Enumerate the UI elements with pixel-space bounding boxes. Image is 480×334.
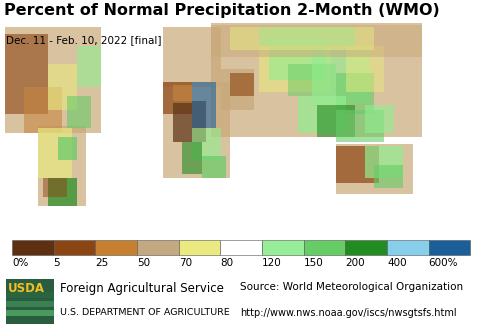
Bar [96, 240, 137, 255]
Text: 80: 80 [220, 258, 233, 268]
Text: Percent of Normal Precipitation 2-Month (WMO): Percent of Normal Precipitation 2-Month … [4, 3, 440, 18]
Bar [336, 144, 413, 194]
Bar [24, 87, 62, 133]
Bar [346, 240, 387, 255]
Bar [298, 96, 346, 133]
Bar [220, 240, 262, 255]
Text: 50: 50 [137, 258, 150, 268]
Bar [346, 46, 384, 92]
Bar [317, 105, 355, 137]
Bar [202, 156, 226, 178]
Text: 120: 120 [262, 258, 282, 268]
Bar [336, 73, 374, 114]
Bar [12, 240, 54, 255]
Text: http://www.nws.noaa.gov/iscs/nwsgtsfs.html: http://www.nws.noaa.gov/iscs/nwsgtsfs.ht… [240, 308, 456, 318]
Bar [67, 96, 91, 128]
Bar [179, 240, 220, 255]
Bar [48, 178, 77, 206]
Bar [304, 240, 346, 255]
Text: 600%: 600% [429, 258, 458, 268]
Bar [365, 146, 403, 178]
Bar [429, 240, 470, 255]
Bar [211, 25, 422, 57]
Bar [5, 27, 101, 133]
Bar [336, 146, 379, 183]
Text: 150: 150 [304, 258, 324, 268]
Bar [77, 46, 101, 87]
Bar [182, 142, 202, 174]
Bar [387, 240, 429, 255]
Bar [336, 110, 384, 142]
Bar [163, 82, 192, 114]
Bar [38, 126, 86, 206]
Bar [230, 73, 254, 96]
Text: 25: 25 [96, 258, 108, 268]
Bar [365, 105, 394, 133]
Bar [48, 64, 77, 110]
Bar [54, 240, 96, 255]
Bar [374, 165, 403, 188]
Bar [38, 128, 72, 178]
Text: USDA: USDA [8, 282, 45, 295]
Bar [6, 292, 54, 298]
Bar [230, 27, 374, 50]
Bar [43, 178, 67, 197]
Bar [262, 240, 304, 255]
Bar [288, 64, 336, 96]
Text: 70: 70 [179, 258, 192, 268]
Bar [163, 27, 221, 87]
Text: 200: 200 [346, 258, 365, 268]
Bar [312, 46, 370, 103]
Bar [192, 128, 221, 160]
Bar [173, 101, 206, 142]
Bar [163, 82, 230, 178]
Text: Source: World Meteorological Organization: Source: World Meteorological Organizatio… [240, 282, 463, 292]
Text: Dec. 11 - Feb. 10, 2022 [final]: Dec. 11 - Feb. 10, 2022 [final] [6, 35, 161, 45]
Bar [192, 82, 216, 128]
Bar [173, 85, 192, 103]
Bar [137, 240, 179, 255]
Bar [259, 27, 355, 46]
Text: Foreign Agricultural Service: Foreign Agricultural Service [60, 282, 224, 295]
Bar [5, 34, 48, 114]
Bar [211, 23, 422, 137]
Bar [259, 46, 331, 92]
Bar [6, 310, 54, 316]
Text: U.S. DEPARTMENT OF AGRICULTURE: U.S. DEPARTMENT OF AGRICULTURE [60, 308, 230, 317]
Bar [6, 301, 54, 307]
Bar [6, 279, 54, 324]
Text: 0%: 0% [12, 258, 28, 268]
Text: 400: 400 [387, 258, 407, 268]
Bar [269, 39, 326, 80]
Bar [58, 137, 77, 160]
Bar [221, 68, 254, 110]
Text: 5: 5 [54, 258, 60, 268]
